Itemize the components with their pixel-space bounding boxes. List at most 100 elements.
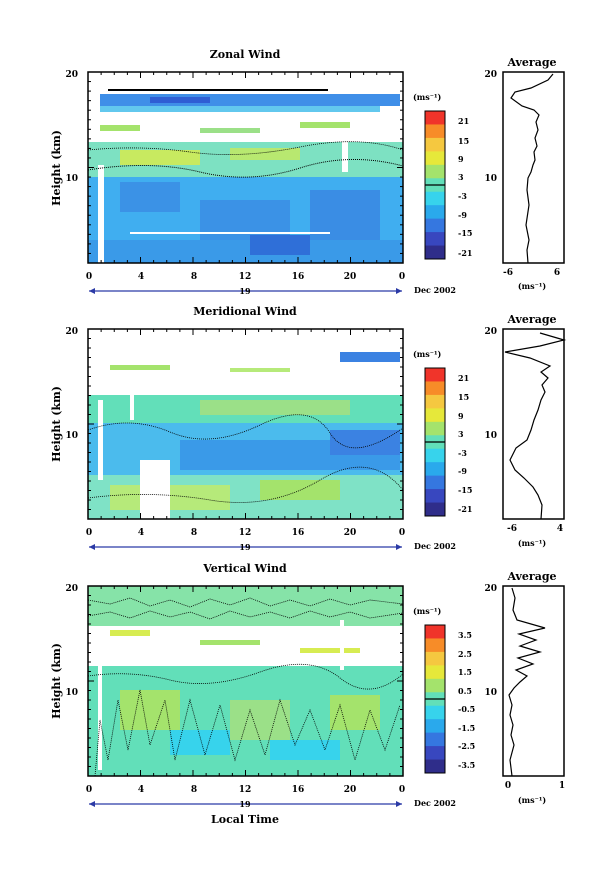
colorbar-cell [425, 651, 445, 666]
colorbar-cell [425, 164, 445, 179]
colorbar-cell [425, 232, 445, 247]
zonal-colorbar-tick: -15 [458, 228, 472, 238]
meridional-average-frame [502, 328, 565, 520]
meridional-average-xtick: -6 [507, 524, 517, 534]
meridional-colorbar-tick: 21 [458, 373, 469, 383]
colorbar-cell [425, 381, 445, 396]
vertical-ytick: 20 [65, 584, 78, 594]
vertical-average-xlabel: (ms⁻¹) [518, 795, 546, 805]
vertical-average-xtick: 1 [559, 781, 565, 791]
zonal-xtick: 8 [191, 272, 197, 282]
zonal-xtick: 4 [138, 272, 144, 282]
colorbar-cell [425, 732, 445, 747]
meridional-date-day: 19 [239, 542, 251, 552]
colorbar-cell [425, 151, 445, 166]
meridional-average-ytick: 20 [484, 327, 497, 337]
meridional-panel: Meridional Wind 0 4 8 12 [50, 305, 472, 552]
vertical-xtick: 0 [399, 785, 405, 795]
vertical-colorbar-tick: -1.5 [458, 723, 475, 733]
colorbar-cell [425, 625, 445, 639]
meridional-average-xtick: 4 [557, 524, 563, 534]
meridional-title: Meridional Wind [193, 305, 297, 318]
zonal-average-ytick: 20 [484, 70, 497, 80]
vertical-xtick: 4 [138, 785, 144, 795]
meridional-xtick: 4 [138, 528, 144, 538]
meridional-colorbar-cells [425, 368, 445, 517]
vertical-colorbar-tick: -3.5 [458, 760, 475, 770]
vertical-average-panel: Average 10 20 0 1 (ms⁻¹) [484, 570, 565, 805]
colorbar-cell [425, 665, 445, 680]
vertical-average-ytick: 20 [484, 584, 497, 594]
zonal-colorbar-tick: 3 [458, 172, 464, 182]
vertical-xlabel: Local Time [211, 813, 279, 826]
vertical-colorbar-tick: -2.5 [458, 741, 475, 751]
meridional-heatmap [88, 329, 403, 519]
colorbar-cell [425, 394, 445, 409]
zonal-date-label: Dec 2002 [414, 285, 456, 295]
vertical-xtick: 0 [86, 785, 92, 795]
colorbar-cell [425, 368, 445, 382]
vertical-colorbar-tick: 2.5 [458, 649, 472, 659]
vertical-average-line [508, 587, 546, 777]
vertical-ylabel: Height (km) [50, 643, 63, 719]
colorbar-cell [425, 678, 445, 693]
meridional-average-title: Average [506, 313, 556, 326]
colorbar-cell [425, 408, 445, 423]
colorbar-cell [425, 489, 445, 504]
colorbar-cell [425, 191, 445, 206]
vertical-average-title: Average [506, 570, 556, 583]
meridional-average-panel: Average 10 20 -6 4 (ms⁻¹) [484, 313, 567, 548]
colorbar-cell [425, 719, 445, 734]
vertical-heatmap [88, 586, 403, 776]
zonal-average-ytick: 10 [484, 174, 497, 184]
meridional-xtick: 20 [344, 528, 357, 538]
vertical-colorbar-cells [425, 625, 445, 774]
meridional-colorbar-tick: -15 [458, 485, 472, 495]
vertical-average-xtick: 0 [505, 781, 511, 791]
vertical-average-ytick: 10 [484, 688, 497, 698]
colorbar-cell [425, 746, 445, 761]
meridional-xtick: 8 [191, 528, 197, 538]
vertical-panel: Vertical Wind 0 4 8 12 1 [50, 562, 475, 826]
meridional-xtick: 0 [86, 528, 92, 538]
meridional-colorbar-tick: -21 [458, 504, 472, 514]
vertical-average-frame [502, 585, 565, 777]
zonal-colorbar-tick: -9 [458, 210, 467, 220]
meridional-x-ticks: 0 4 8 12 16 20 0 [86, 528, 405, 538]
zonal-colorbar-tick: -3 [458, 191, 467, 201]
colorbar-cell [425, 205, 445, 220]
vertical-xtick: 20 [344, 785, 357, 795]
vertical-x-ticks: 0 4 8 12 16 20 0 [86, 785, 405, 795]
zonal-xtick: 12 [239, 272, 252, 282]
zonal-colorbar-unit: (ms⁻¹) [413, 92, 441, 102]
zonal-title: Zonal Wind [210, 48, 281, 61]
zonal-xtick: 16 [292, 272, 305, 282]
zonal-panel: Zonal Wind 0 [50, 48, 472, 296]
vertical-xtick: 8 [191, 785, 197, 795]
meridional-date-label: Dec 2002 [414, 541, 456, 551]
vertical-colorbar-tick: 3.5 [458, 630, 472, 640]
zonal-colorbar-cells [425, 111, 445, 260]
meridional-ytick: 20 [65, 327, 78, 337]
vertical-colorbar-tick: 0.5 [458, 686, 472, 696]
colorbar-cell [425, 245, 445, 260]
vertical-colorbar: (ms⁻¹) 3.5 2.5 1.5 0.5 -0.5 -1.5 -2.5 -3… [413, 606, 475, 774]
colorbar-cell [425, 705, 445, 720]
zonal-xtick: 0 [86, 272, 92, 282]
zonal-xtick: 0 [399, 272, 405, 282]
meridional-average-line [504, 332, 567, 520]
zonal-y-ticks: 10 20 [65, 70, 78, 184]
meridional-colorbar-tick: -3 [458, 448, 467, 458]
zonal-ytick: 10 [65, 174, 78, 184]
vertical-colorbar-tick: 1.5 [458, 667, 472, 677]
meridional-colorbar-tick: 15 [458, 392, 469, 402]
meridional-date-bar: 19 Dec 2002 [89, 541, 456, 552]
zonal-colorbar-tick: 9 [458, 154, 464, 164]
zonal-x-ticks: 0 4 8 12 16 20 0 [86, 272, 405, 282]
vertical-ytick: 10 [65, 688, 78, 698]
zonal-colorbar: (ms⁻¹) 21 15 9 3 -3 -9 -15 -21 [413, 92, 472, 260]
meridional-colorbar-tick: -9 [458, 466, 467, 476]
vertical-y-ticks: 10 20 [65, 584, 78, 698]
vertical-colorbar-unit: (ms⁻¹) [413, 606, 441, 616]
zonal-colorbar-tick: -21 [458, 248, 472, 258]
